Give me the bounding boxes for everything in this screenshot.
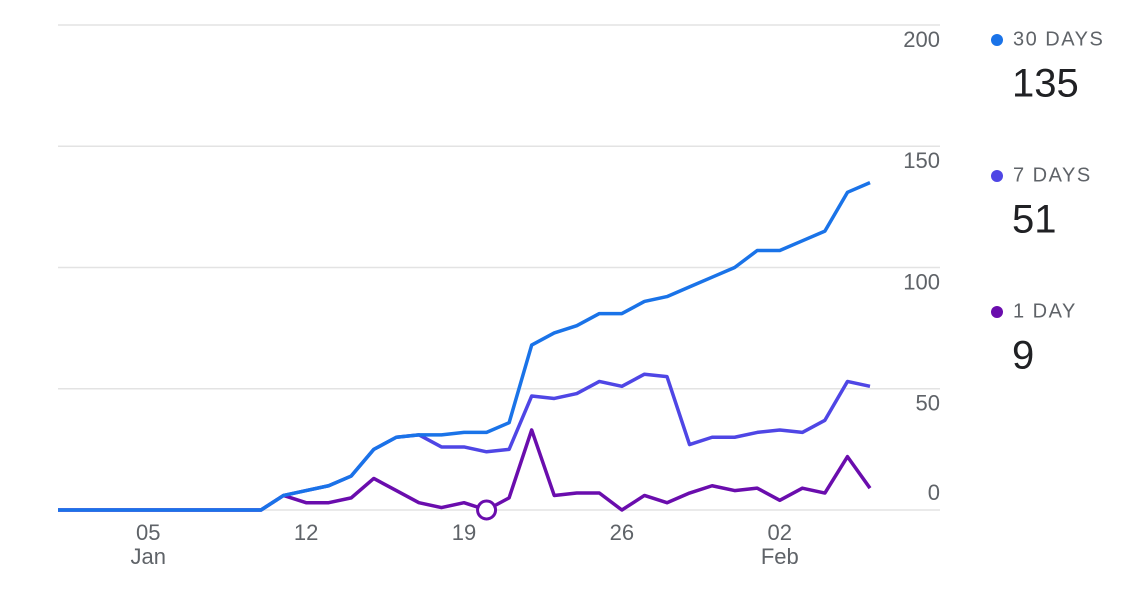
legend-dot: [991, 34, 1003, 46]
y-tick-label: 50: [916, 391, 940, 416]
legend-dot: [991, 170, 1003, 182]
legend-value: 9: [1012, 334, 1034, 378]
series-line: [58, 428, 872, 512]
x-tick-label: 12: [294, 520, 318, 545]
x-tick-label: 02: [768, 520, 792, 545]
x-tick-label: 05: [136, 520, 160, 545]
x-tick-label: 26: [610, 520, 634, 545]
y-tick-label: 100: [903, 269, 940, 294]
legend-value: 51: [1012, 198, 1057, 242]
y-tick-label: 150: [903, 148, 940, 173]
series-line: [58, 181, 871, 512]
hover-point: [476, 499, 498, 521]
y-tick-label: 200: [903, 27, 940, 52]
legend-value: 135: [1012, 62, 1079, 106]
legend-dot: [991, 306, 1003, 318]
x-tick-label: 19: [452, 520, 476, 545]
legend-label: 1 DAY: [1013, 300, 1077, 322]
x-tick-sublabel: Feb: [761, 544, 799, 569]
legend-label: 7 DAYS: [1013, 164, 1092, 186]
legend-label: 30 DAYS: [1013, 28, 1104, 50]
y-tick-label: 0: [928, 480, 940, 505]
x-tick-sublabel: Jan: [130, 544, 165, 569]
